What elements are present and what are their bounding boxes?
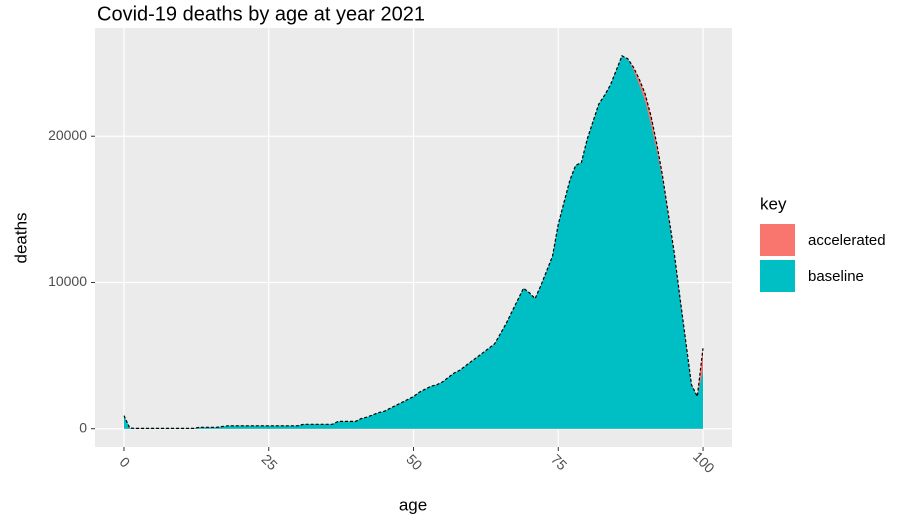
area bbox=[124, 55, 703, 429]
y-tick-label: 0 bbox=[79, 419, 87, 435]
y-tick-label: 20000 bbox=[48, 127, 87, 143]
legend: accelerated baseline bbox=[760, 224, 886, 292]
legend-key bbox=[760, 224, 795, 256]
area-outline bbox=[123, 54, 704, 429]
chart-title: Covid-19 deaths by age at year 2021 bbox=[97, 3, 425, 25]
legend-title: key bbox=[760, 194, 787, 213]
x-tick-label: 0 bbox=[116, 454, 133, 471]
x-tick-label: 50 bbox=[403, 451, 425, 473]
y-tick-label: 10000 bbox=[48, 273, 87, 289]
legend-label: accelerated bbox=[808, 232, 886, 249]
legend-label: baseline bbox=[808, 268, 864, 285]
legend-key bbox=[760, 260, 795, 292]
x-tick-label: 100 bbox=[690, 448, 718, 476]
x-tick-label: 75 bbox=[548, 451, 570, 473]
x-axis-title: age bbox=[399, 495, 427, 514]
areas bbox=[123, 54, 704, 429]
x-tick-label: 25 bbox=[258, 451, 280, 473]
y-axis-title: deaths bbox=[11, 212, 30, 263]
